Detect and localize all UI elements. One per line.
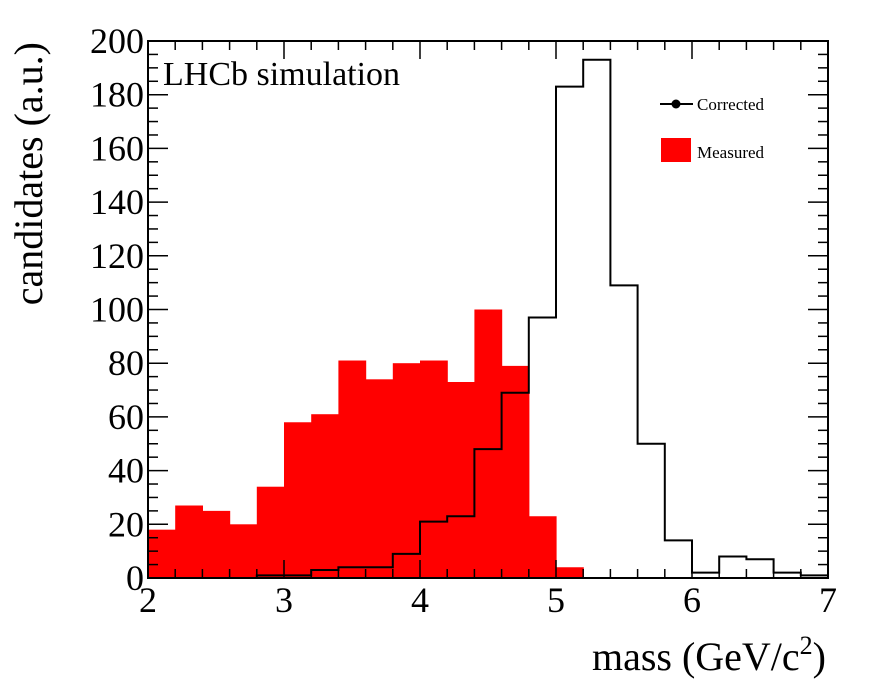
- measured-series: [148, 309, 584, 578]
- x-tick-label: 2: [139, 580, 157, 620]
- x-axis-label: mass (GeV/c2): [592, 631, 826, 679]
- y-tick-label: 40: [108, 451, 144, 491]
- x-axis-label-superscript: 2: [800, 631, 813, 660]
- y-tick-label: 100: [90, 290, 144, 330]
- x-axis-label-main: mass (GeV/c: [592, 634, 800, 679]
- y-tick-labels: 0 20 40 60 80 100 120 140 160 180 200: [90, 21, 144, 598]
- measured-bar: [338, 360, 367, 578]
- x-tick-label: 6: [683, 580, 701, 620]
- y-tick-label: 160: [90, 128, 144, 168]
- measured-bar: [447, 381, 475, 578]
- legend: Corrected Measured: [660, 95, 765, 162]
- measured-bar: [392, 363, 421, 578]
- y-tick-label: 0: [126, 558, 144, 598]
- legend-measured-box: [661, 138, 691, 162]
- y-tick-label: 60: [108, 397, 144, 437]
- measured-bar: [256, 486, 285, 578]
- measured-bar: [528, 516, 557, 578]
- y-tick-label: 200: [90, 21, 144, 61]
- y-tick-label: 20: [108, 504, 144, 544]
- measured-bar: [175, 505, 203, 578]
- y-tick-label: 140: [90, 182, 144, 222]
- measured-bar: [311, 414, 339, 578]
- y-tick-label: 180: [90, 75, 144, 115]
- legend-corrected-dot-icon: [671, 99, 681, 109]
- y-axis-label: candidates (a.u.): [6, 42, 51, 305]
- x-tick-label: 3: [275, 580, 293, 620]
- axis-ticks: [147, 40, 829, 579]
- x-tick-label: 4: [411, 580, 429, 620]
- measured-bar: [202, 510, 231, 578]
- measured-bar: [420, 360, 448, 578]
- x-tick-label: 7: [819, 580, 837, 620]
- measured-bar: [148, 529, 176, 578]
- measured-bar: [229, 524, 258, 578]
- y-tick-label: 80: [108, 343, 144, 383]
- x-tick-labels: 2 3 4 5 6 7: [139, 580, 837, 620]
- legend-measured-label: Measured: [697, 143, 765, 162]
- lhcb-annotation: LHCb simulation: [163, 56, 400, 93]
- legend-corrected-label: Corrected: [697, 95, 765, 114]
- x-tick-label: 5: [547, 580, 565, 620]
- measured-bar: [501, 365, 530, 578]
- measured-bar: [284, 422, 312, 578]
- measured-bar: [474, 309, 503, 578]
- measured-bar: [556, 567, 584, 578]
- x-axis-label-close: ): [813, 634, 826, 679]
- y-tick-label: 120: [90, 236, 144, 276]
- measured-bar: [365, 379, 394, 578]
